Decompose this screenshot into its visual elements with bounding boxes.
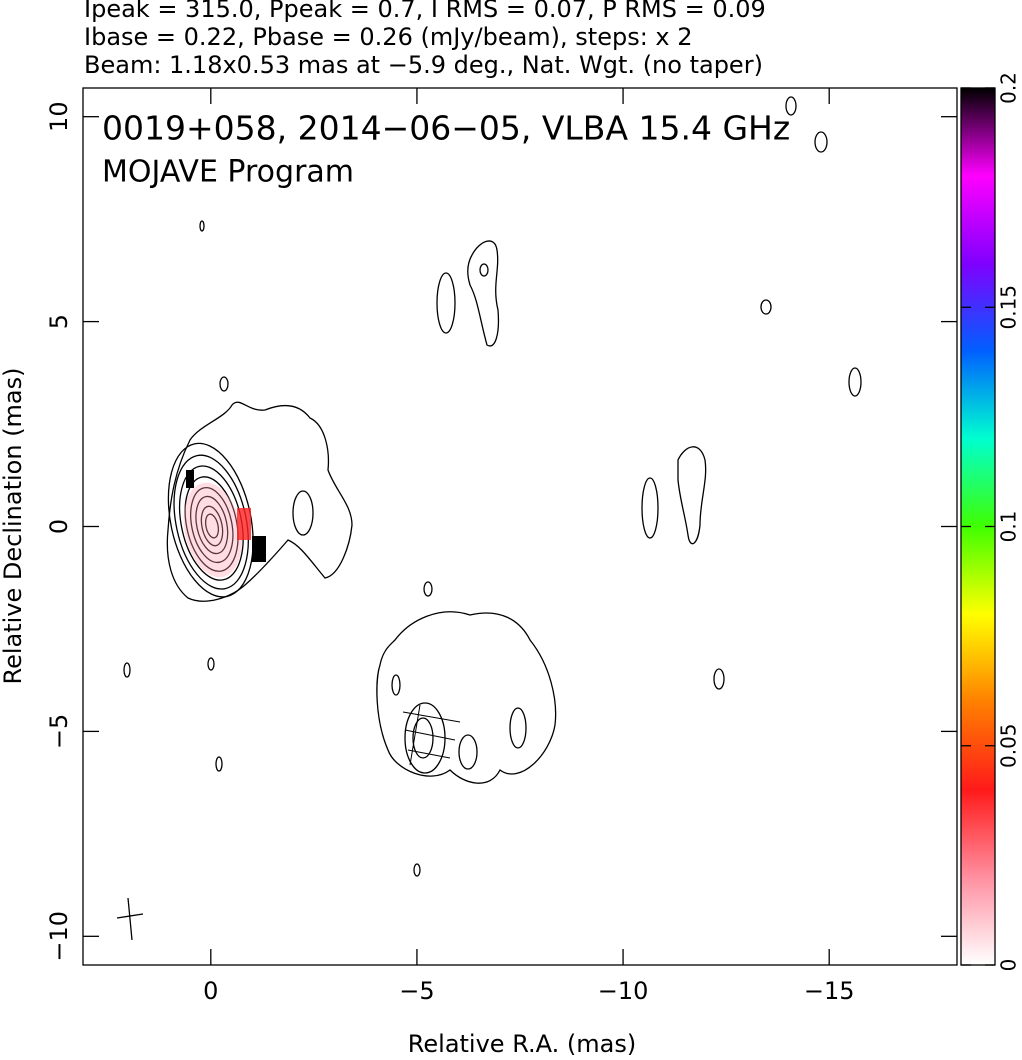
y-tick-label: −10 [45, 911, 73, 962]
colorbar-tick-label: 0.2 [997, 72, 1021, 104]
annotation: 0019+058, 2014−06−05, VLBA 15.4 GHz [102, 109, 790, 148]
header-line: Ipeak = 315.0, Ppeak = 0.7, I RMS = 0.07… [84, 0, 766, 23]
x-axis-label: Relative R.A. (mas) [408, 1030, 636, 1058]
header-line: Beam: 1.18x0.53 mas at −5.9 deg., Nat. W… [84, 51, 763, 79]
y-tick-label: −5 [45, 714, 73, 749]
x-tick-label: 0 [203, 977, 218, 1005]
contours [116, 96, 862, 941]
colorbar-tick-label: 0 [997, 959, 1021, 972]
colorbar-tick-label: 0.15 [997, 285, 1021, 330]
y-tick-label: 5 [45, 314, 73, 329]
colorbar-tick-label: 0.05 [997, 723, 1021, 768]
x-tick-label: −10 [598, 977, 649, 1005]
header-line: Ibase = 0.22, Pbase = 0.26 (mJy/beam), s… [84, 23, 693, 51]
y-axis-label: Relative Declination (mas) [0, 367, 27, 684]
annotation: MOJAVE Program [102, 155, 354, 190]
x-tick-label: −15 [804, 977, 855, 1005]
y-tick-label: 10 [45, 101, 73, 132]
x-tick-label: −5 [399, 977, 434, 1005]
colorbar-tick-label: 0.1 [997, 511, 1021, 543]
y-tick-label: 0 [45, 519, 73, 534]
